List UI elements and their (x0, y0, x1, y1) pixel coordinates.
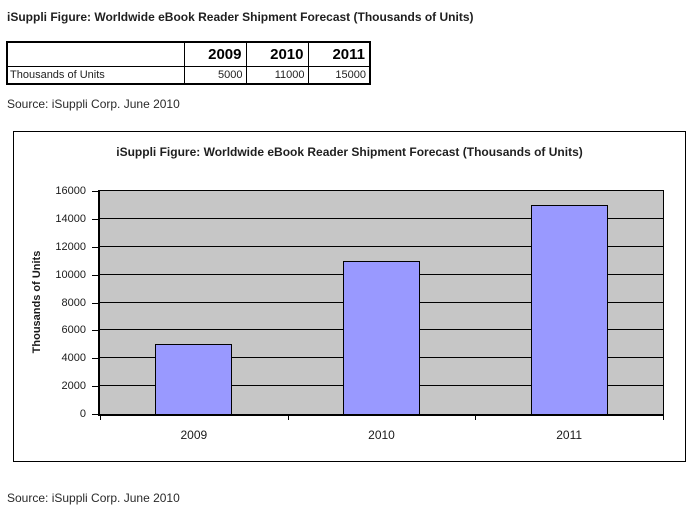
y-tick-label-2000: 2000 (61, 380, 86, 393)
table-row-label: Thousands of Units (6, 65, 185, 85)
source-note-top: Source: iSuppli Corp. June 2010 (7, 97, 180, 111)
y-tick-mark-6000 (92, 330, 98, 332)
y-tick-mark-4000 (92, 358, 98, 360)
y-tick-mark-12000 (92, 246, 98, 248)
y-tick-label-8000: 8000 (61, 296, 86, 309)
table-value-2009: 5000 (183, 65, 247, 85)
plot-area (98, 190, 664, 416)
bar-chart: iSuppli Figure: Worldwide eBook Reader S… (13, 131, 686, 462)
x-tick-mark-1 (287, 416, 289, 420)
bar-2011 (530, 204, 608, 414)
y-tick-mark-10000 (92, 274, 98, 276)
document-title: iSuppli Figure: Worldwide eBook Reader S… (7, 10, 474, 24)
table-header-row: 2009 2010 2011 (6, 41, 371, 67)
y-tick-label-0: 0 (79, 408, 86, 420)
bar-2009 (155, 344, 233, 414)
x-tick-mark-2 (475, 416, 477, 420)
source-note-bottom: Source: iSuppli Corp. June 2010 (7, 491, 180, 505)
y-tick-label-14000: 14000 (55, 212, 86, 225)
table-col-header-2010: 2010 (245, 41, 309, 67)
table-row: Thousands of Units 5000 11000 15000 (6, 65, 371, 85)
y-tick-label-6000: 6000 (61, 324, 86, 337)
table-corner-cell (6, 41, 185, 67)
y-tick-mark-16000 (92, 191, 98, 192)
gridline-12000 (100, 245, 663, 247)
table-col-header-2009: 2009 (183, 41, 247, 67)
x-tick-label-2009: 2009 (180, 428, 208, 442)
gridline-14000 (100, 217, 663, 219)
x-tick-mark-3 (663, 416, 664, 420)
y-tick-label-4000: 4000 (61, 352, 86, 365)
y-tick-label-16000: 16000 (55, 185, 86, 197)
data-table: 2009 2010 2011 Thousands of Units 5000 1… (6, 41, 371, 85)
y-tick-label-12000: 12000 (55, 240, 86, 253)
table-value-2011: 15000 (307, 65, 371, 85)
bar-2010 (343, 260, 420, 414)
x-tick-label-2011: 2011 (556, 428, 583, 442)
chart-title: iSuppli Figure: Worldwide eBook Reader S… (116, 145, 583, 159)
table-value-2010: 11000 (245, 65, 309, 85)
x-tick-label-2010: 2010 (368, 428, 395, 442)
x-tick-mark-0 (100, 416, 101, 420)
table-col-header-2011: 2011 (307, 41, 371, 67)
y-tick-mark-8000 (92, 302, 98, 304)
y-tick-mark-2000 (92, 386, 98, 388)
y-tick-mark-0 (92, 414, 98, 415)
y-tick-mark-14000 (92, 218, 98, 220)
y-tick-label-10000: 10000 (55, 268, 86, 281)
